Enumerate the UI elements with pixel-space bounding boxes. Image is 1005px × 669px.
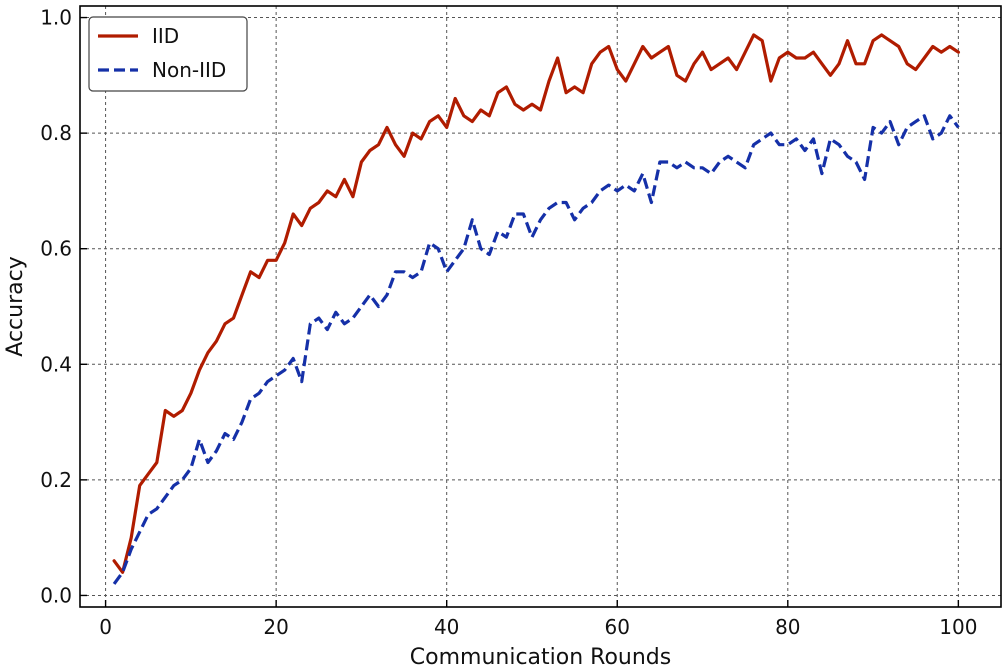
grid	[80, 6, 1001, 607]
x-tick-label: 20	[263, 615, 288, 639]
x-tick-label: 80	[775, 615, 800, 639]
legend-label-non-iid: Non-IID	[152, 58, 226, 82]
y-axis-label: Accuracy	[3, 256, 28, 356]
y-tick-label: 0.0	[40, 583, 72, 607]
y-tick-label: 0.8	[40, 121, 72, 145]
ticks: 0 20 40 60 80 100 0.0 0.2 0.4 0.6 0.8 1.0	[40, 6, 977, 639]
x-tick-label: 100	[939, 615, 977, 639]
y-tick-label: 0.4	[40, 352, 72, 376]
y-tick-label: 1.0	[40, 6, 72, 30]
y-tick-label: 0.2	[40, 468, 72, 492]
series-line-iid	[112, 33, 961, 574]
legend: IID Non-IID	[88, 16, 248, 92]
legend-label-iid: IID	[152, 24, 179, 48]
series-layer	[112, 33, 961, 585]
x-tick-label: 60	[605, 615, 630, 639]
x-tick-label: 40	[434, 615, 459, 639]
x-axis-label: Communication Rounds	[410, 645, 671, 669]
y-tick-label: 0.6	[40, 237, 72, 261]
series-line-non-iid	[112, 114, 960, 585]
plot-frame	[79, 5, 1002, 608]
x-tick-label: 0	[99, 615, 112, 639]
